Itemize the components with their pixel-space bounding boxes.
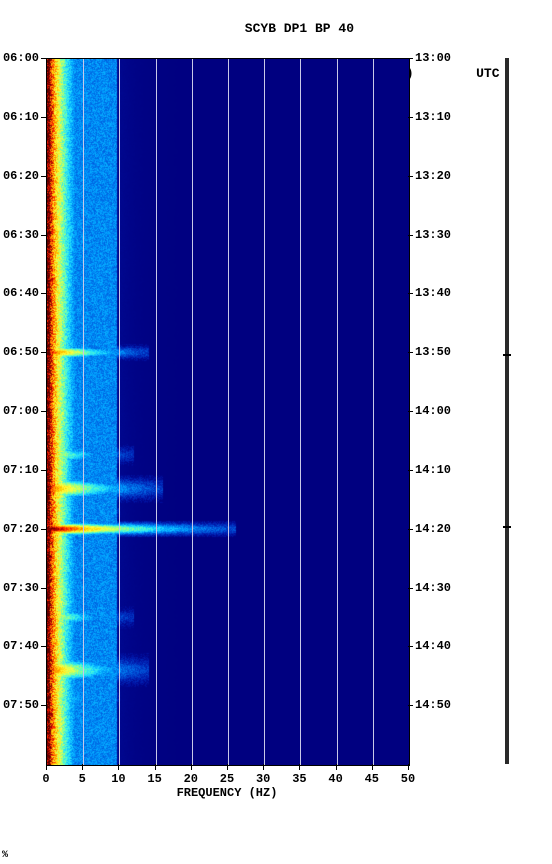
x-tick-label: 45	[365, 772, 379, 786]
y-right-tick-mark	[408, 293, 413, 294]
y-left-tick-mark	[41, 705, 46, 706]
y-left-tick-mark	[41, 352, 46, 353]
x-tick-label: 50	[401, 772, 415, 786]
x-tick-mark	[46, 764, 47, 770]
y-left-tick-label: 07:10	[3, 463, 39, 477]
x-tick-mark	[372, 764, 373, 770]
y-right-tick-label: 13:20	[415, 169, 451, 183]
x-tick-mark	[191, 764, 192, 770]
y-right-tick-mark	[408, 58, 413, 59]
gridline-v	[119, 59, 120, 765]
y-right-tick-label: 14:50	[415, 698, 451, 712]
x-tick-mark	[118, 764, 119, 770]
x-tick-mark	[263, 764, 264, 770]
x-tick-label: 30	[256, 772, 270, 786]
x-tick-label: 35	[292, 772, 306, 786]
gridline-v	[156, 59, 157, 765]
y-left-tick-label: 06:30	[3, 228, 39, 242]
y-right-tick-mark	[408, 646, 413, 647]
x-tick-label: 25	[220, 772, 234, 786]
y-left-tick-mark	[41, 646, 46, 647]
y-right-tick-label: 13:30	[415, 228, 451, 242]
y-right-tick-mark	[408, 411, 413, 412]
gridline-v	[300, 59, 301, 765]
y-left-tick-mark	[41, 411, 46, 412]
y-left-tick-label: 06:00	[3, 51, 39, 65]
x-tick-mark	[408, 764, 409, 770]
y-left-tick-mark	[41, 235, 46, 236]
y-left-tick-mark	[41, 117, 46, 118]
y-left-tick-label: 07:40	[3, 639, 39, 653]
page: SCYB DP1 BP 40 PDT Oct21,2024 (Stone Can…	[0, 0, 552, 864]
y-left-tick-mark	[41, 293, 46, 294]
sidebar-pip	[503, 354, 511, 356]
y-right-tick-label: 14:20	[415, 522, 451, 536]
x-tick-mark	[227, 764, 228, 770]
x-tick-label: 20	[184, 772, 198, 786]
y-left-tick-label: 07:00	[3, 404, 39, 418]
y-right-tick-mark	[408, 588, 413, 589]
y-left-tick-label: 06:20	[3, 169, 39, 183]
y-right-tick-label: 13:00	[415, 51, 451, 65]
gridline-v	[192, 59, 193, 765]
y-left-tick-label: 06:50	[3, 345, 39, 359]
y-right-tick-label: 13:50	[415, 345, 451, 359]
y-right-tick-mark	[408, 117, 413, 118]
y-right-tick-mark	[408, 705, 413, 706]
y-right-tick-label: 13:10	[415, 110, 451, 124]
y-right-tick-mark	[408, 470, 413, 471]
y-right-tick-mark	[408, 529, 413, 530]
y-right-tick-mark	[408, 352, 413, 353]
amplitude-sidebar	[505, 58, 509, 764]
sidebar-pip	[503, 526, 511, 528]
x-tick-label: 10	[111, 772, 125, 786]
gridline-v	[228, 59, 229, 765]
y-left-tick-mark	[41, 176, 46, 177]
x-tick-label: 15	[147, 772, 161, 786]
y-right-tick-label: 14:40	[415, 639, 451, 653]
y-left-tick-label: 07:30	[3, 581, 39, 595]
y-right-tick-label: 13:40	[415, 286, 451, 300]
y-left-tick-mark	[41, 58, 46, 59]
y-left-tick-mark	[41, 470, 46, 471]
gridline-v	[373, 59, 374, 765]
y-left-tick-label: 07:20	[3, 522, 39, 536]
y-left-tick-mark	[41, 588, 46, 589]
y-right-tick-label: 14:10	[415, 463, 451, 477]
gridline-v	[264, 59, 265, 765]
y-left-tick-mark	[41, 529, 46, 530]
gridline-v	[83, 59, 84, 765]
x-tick-mark	[299, 764, 300, 770]
x-tick-mark	[336, 764, 337, 770]
title-line-1: SCYB DP1 BP 40	[0, 6, 552, 51]
x-axis-label: FREQUENCY (HZ)	[46, 786, 408, 800]
gridline-v	[337, 59, 338, 765]
x-tick-mark	[155, 764, 156, 770]
spectrogram-plot	[46, 58, 410, 766]
tz-right-label: UTC	[476, 66, 499, 81]
x-tick-mark	[82, 764, 83, 770]
y-right-tick-label: 14:00	[415, 404, 451, 418]
y-right-tick-mark	[408, 235, 413, 236]
x-tick-label: 0	[42, 772, 49, 786]
y-left-tick-label: 06:40	[3, 286, 39, 300]
x-tick-label: 40	[328, 772, 342, 786]
y-left-tick-label: 06:10	[3, 110, 39, 124]
y-left-tick-label: 07:50	[3, 698, 39, 712]
y-right-tick-mark	[408, 176, 413, 177]
y-right-tick-label: 14:30	[415, 581, 451, 595]
title-text-1: SCYB DP1 BP 40	[245, 21, 354, 36]
footer-mark: %	[2, 850, 8, 861]
x-tick-label: 5	[79, 772, 86, 786]
